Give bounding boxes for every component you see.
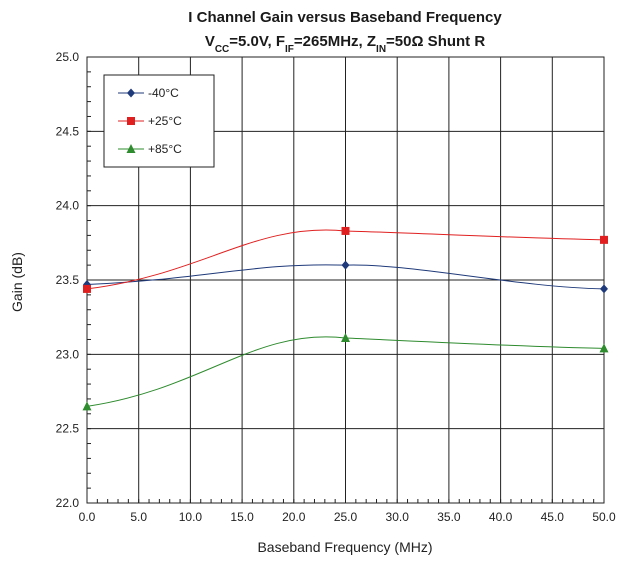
y-tick-label: 24.0 <box>56 199 80 213</box>
data-point <box>341 260 350 270</box>
y-axis-label: Gain (dB) <box>9 252 25 312</box>
legend-item: -40°C <box>118 86 179 100</box>
x-tick-label: 45.0 <box>541 510 565 524</box>
y-tick-label: 24.5 <box>56 124 80 138</box>
data-point <box>341 226 350 235</box>
chart-title: I Channel Gain versus Baseband Frequency <box>188 9 502 26</box>
x-tick-label: 5.0 <box>130 510 147 524</box>
x-tick-label: 30.0 <box>386 510 410 524</box>
x-tick-label: 40.0 <box>489 510 513 524</box>
legend-item: +85°C <box>118 142 182 156</box>
data-point <box>341 332 350 342</box>
series <box>82 226 609 411</box>
y-tick-label: 23.0 <box>56 347 80 361</box>
minor-ticks <box>86 56 605 504</box>
series-3 <box>82 332 609 411</box>
legend: -40°C +25°C +85°C <box>103 74 215 168</box>
y-tick-label: 22.5 <box>56 422 80 436</box>
x-tick-label: 50.0 <box>592 510 616 524</box>
legend-label: +25°C <box>148 114 182 128</box>
chart-subtitle: VCC=5.0V, FIF=265MHz, ZIN=50Ω Shunt R <box>205 33 486 55</box>
x-tick-label: 20.0 <box>282 510 306 524</box>
x-tick-label: 25.0 <box>334 510 358 524</box>
y-tick-label: 23.5 <box>56 273 80 287</box>
x-tick-labels: 0.0 5.0 10.0 15.0 20.0 25.0 30.0 35.0 40.0 45.0 50… <box>79 510 616 524</box>
data-point <box>82 401 92 411</box>
y-tick-labels: 22.0 22.5 23.0 23.5 24.0 24.5 25.0 <box>56 50 80 510</box>
legend-item: +25°C <box>118 114 182 128</box>
y-tick-label: 22.0 <box>56 496 80 510</box>
x-tick-label: 15.0 <box>230 510 254 524</box>
series-2 <box>83 226 608 293</box>
legend-marker <box>127 88 135 98</box>
legend-label: +85°C <box>148 142 182 156</box>
legend-marker <box>127 117 135 125</box>
x-axis-label: Baseband Frequency (MHz) <box>257 539 432 555</box>
data-point <box>83 284 91 293</box>
y-tick-label: 25.0 <box>56 50 80 64</box>
data-point <box>599 343 609 353</box>
data-point <box>600 235 608 244</box>
x-tick-label: 10.0 <box>179 510 203 524</box>
data-point <box>600 284 608 294</box>
series-1 <box>83 260 608 294</box>
x-tick-label: 35.0 <box>437 510 461 524</box>
x-tick-label: 0.0 <box>79 510 96 524</box>
legend-marker <box>126 144 136 153</box>
legend-label: -40°C <box>148 86 179 100</box>
